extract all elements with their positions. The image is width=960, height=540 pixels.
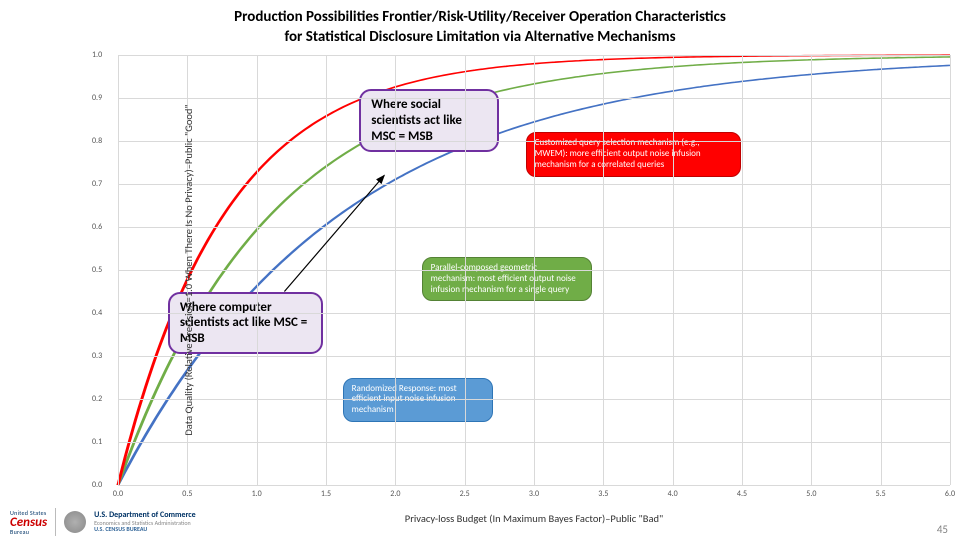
y-tick: 0.5 (92, 265, 102, 275)
doc-text: U.S. Department of Commerce Economics an… (94, 511, 196, 533)
page-number: 45 (937, 523, 948, 536)
y-tick: 0.4 (92, 308, 102, 318)
y-tick: 0.1 (92, 437, 102, 447)
x-tick: 3.5 (598, 489, 608, 499)
chart-title: Production Possibilities Frontier/Risk-U… (0, 8, 960, 47)
chart-area: Where social scientists act like MSC = M… (118, 55, 950, 485)
x-tick: 0.5 (182, 489, 192, 499)
census-logo: United States Census Bureau (10, 510, 47, 535)
x-tick: 1.0 (252, 489, 262, 499)
y-tick: 1.0 (92, 50, 102, 60)
y-tick: 0.3 (92, 351, 102, 361)
x-tick: 4.0 (668, 489, 678, 499)
x-tick: 5.5 (876, 489, 886, 499)
x-tick: 6.0 (945, 489, 955, 499)
footer-logos: United States Census Bureau U.S. Departm… (10, 508, 196, 536)
y-tick: 0.6 (92, 222, 102, 232)
x-tick: 2.0 (390, 489, 400, 499)
y-tick: 0.7 (92, 179, 102, 189)
x-tick: 5.0 (806, 489, 816, 499)
x-axis-label: Privacy-loss Budget (In Maximum Bayes Fa… (118, 512, 950, 525)
x-tick: 4.5 (737, 489, 747, 499)
y-tick: 0.2 (92, 394, 102, 404)
y-tick: 0.0 (92, 480, 102, 490)
x-tick: 0.0 (113, 489, 123, 499)
x-tick: 3.0 (529, 489, 539, 499)
doc-seal-icon (64, 511, 86, 533)
x-tick: 2.5 (460, 489, 470, 499)
y-tick: 0.8 (92, 136, 102, 146)
y-tick: 0.9 (92, 93, 102, 103)
x-tick: 1.5 (321, 489, 331, 499)
